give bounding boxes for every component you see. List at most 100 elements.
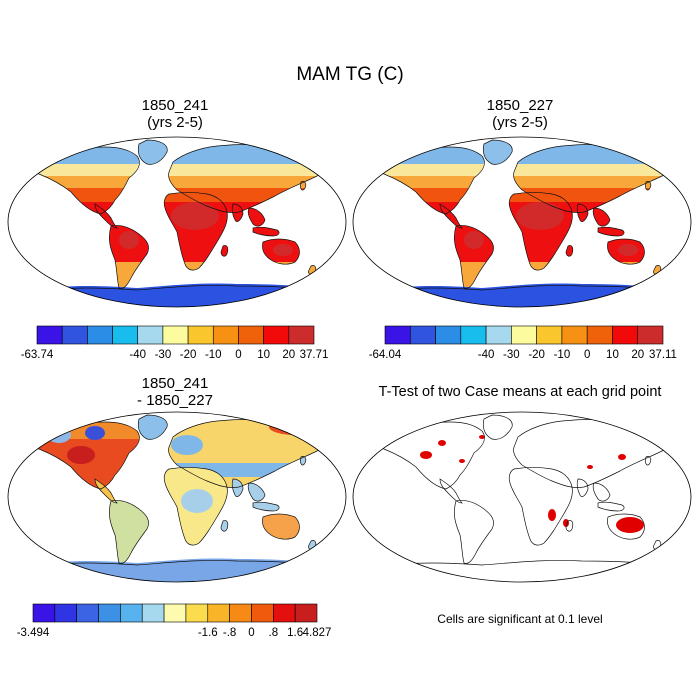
panel-3-colorbar-swatch-13 [294,603,318,623]
panel-3-usa-warm [67,446,95,464]
panel-1-colorbar: -63.74 -40 -30 -20 -10 0 10 20 37.71 [21,325,329,361]
panel-4-significant-cell-9 [479,435,485,439]
panel-2-map [352,136,692,308]
panel-2-colorbar-swatch-6 [511,325,537,345]
panel-1-colorbar-label-5: -10 [205,349,222,361]
panel-1-title-line1: 1850_241 [141,97,209,114]
panel-1-colorbar-swatch-10 [263,325,290,345]
panel-3-colorbar-swatch-5 [120,603,143,623]
panel-2-frame [352,136,692,308]
panel-2-title-line2: (yrs 2-5) [492,114,548,131]
panel-3-title-line1: 1850_241 [141,375,209,392]
panel-3-colorbar-swatch-2 [54,603,77,623]
panel-4-significant-cell-11 [459,459,465,463]
panel-4-frame [352,411,692,583]
panel-1-colorbar-swatch-5 [137,325,164,345]
panel-2-amazon-hot [464,231,484,249]
panel-2-africa-hot [516,202,564,230]
panel-1-colorbar-swatch-11 [288,325,315,345]
panel-2-colorbar-swatch-1 [384,325,411,345]
panel-3-map [7,411,347,583]
panel-4-background [353,412,691,582]
panel-2-colorbar-label-5: -10 [554,349,571,361]
panel-4-significant-cell-10 [618,454,626,460]
panel-3-title-line2: - 1850_227 [137,392,213,409]
panel-1-frame [7,136,347,308]
panel-2-colorbar-label-8: 20 [631,349,644,361]
panel-1-australia-hot [273,244,293,256]
panel-2-colorbar-swatch-8 [561,325,588,345]
panel-3-colorbar-swatch-6 [141,603,165,623]
panel-3-colorbar-label-5: .8 [269,627,279,639]
panel-1-colorbar-label-7: 10 [257,349,270,361]
panel-3-colorbar-label-3: -.8 [223,627,236,639]
panel-2-colorbar-swatch-7 [536,325,563,345]
panel-3-siberia-warm [269,419,321,435]
panel-1-colorbar-swatch-3 [87,325,113,345]
panel-2-colorbar-label-6: 0 [584,349,590,361]
panel-4-significant-cell-4 [664,425,680,433]
panel-4-significant-cell-2 [438,440,446,446]
panel-1-colorbar-swatch-1 [36,325,63,345]
panel-1-colorbar-swatch-8 [212,325,239,345]
panel-2-australia-hot [618,244,638,256]
panel-1-colorbar-label-4: -20 [180,349,197,361]
panel-1-map [7,136,347,308]
panel-4-map [352,411,692,583]
panel-4-significant-cell-3 [638,420,666,430]
panel-1-title: 1850_241 (yrs 2-5) [40,97,310,131]
panel-3-colorbar-label-7: 4.827 [303,627,332,639]
panel-1-colorbar-label-2: -40 [129,349,146,361]
panel-1-colorbar-swatch-9 [238,325,264,345]
panel-3-colorbar-swatch-8 [185,603,209,623]
panel-3-colorbar-label-2: -1.6 [198,627,218,639]
panel-4-title: T-Test of two Case means at each grid po… [378,384,662,400]
panel-4-significant-cell-5 [616,517,644,533]
panel-3-colorbar-label-4: 0 [248,627,254,639]
panel-1-amazon-hot [119,231,139,249]
panel-3-colorbar-swatch-12 [273,603,296,623]
panel-1-colorbar-swatch-2 [61,325,88,345]
panel-1-africa-hot [171,202,219,230]
panel-2-colorbar-label-2: -40 [478,349,495,361]
panel-2-colorbar-swatch-10 [612,325,639,345]
panel-1-colorbar-label-1: -63.74 [21,349,54,361]
panel-2-colorbar-label-1: -64.04 [369,349,402,361]
panel-3-colorbar-swatch-11 [251,603,274,623]
panel-3-colorbar-label-1: -3.494 [17,627,50,639]
panel-1-colorbar-swatch-6 [162,325,189,345]
panel-2-title: 1850_227 (yrs 2-5) [385,97,655,131]
panel-4-significant-cell-7 [563,519,569,527]
panel-2-colorbar-swatch-2 [409,325,436,345]
panel-2-colorbar-swatch-5 [485,325,512,345]
panel-4-significant-cell-6 [548,509,556,521]
panel-3-europe-cool [171,435,203,455]
panel-2-colorbar-swatch-3 [435,325,462,345]
panel-4-significant-cell-8 [587,465,593,469]
panel-3-colorbar-swatch-3 [76,603,99,623]
figure-title: MAM TG (C) [296,64,404,85]
panel-3-africa-cool [181,489,213,513]
panel-1-colorbar-label-3: -30 [155,349,172,361]
panel-2-colorbar-swatch-9 [586,325,613,345]
panel-2-colorbar-swatch-4 [460,325,487,345]
panel-1-colorbar-swatch-4 [112,325,139,345]
panel-2-title-line1: 1850_227 [486,97,554,114]
panel-2-colorbar-label-3: -30 [503,349,520,361]
panel-3-colorbar-swatch-7 [163,603,187,623]
panel-1-colorbar-label-8: 20 [282,349,295,361]
panel-3-colorbar: -3.494 -1.6 -.8 0 .8 1.6 4.827 [17,603,332,639]
panel-1-colorbar-label-9: 37.71 [300,349,329,361]
panel-2-colorbar: -64.04 -40 -30 -20 -10 0 10 20 37.11 [369,325,677,361]
panel-1-colorbar-swatch-7 [187,325,214,345]
panel-3-colorbar-label-6: 1.6 [287,627,303,639]
panel-2-colorbar-swatch-11 [637,325,664,345]
significance-note: Cells are significant at 0.1 level [437,612,603,626]
panel-3-colorbar-swatch-9 [207,603,230,623]
panel-2-colorbar-label-4: -20 [528,349,545,361]
panel-3-colorbar-swatch-1 [32,603,56,623]
panel-1-title-line2: (yrs 2-5) [147,114,203,131]
panel-3-colorbar-swatch-4 [98,603,121,623]
panel-3-hudson-cold [85,426,105,440]
